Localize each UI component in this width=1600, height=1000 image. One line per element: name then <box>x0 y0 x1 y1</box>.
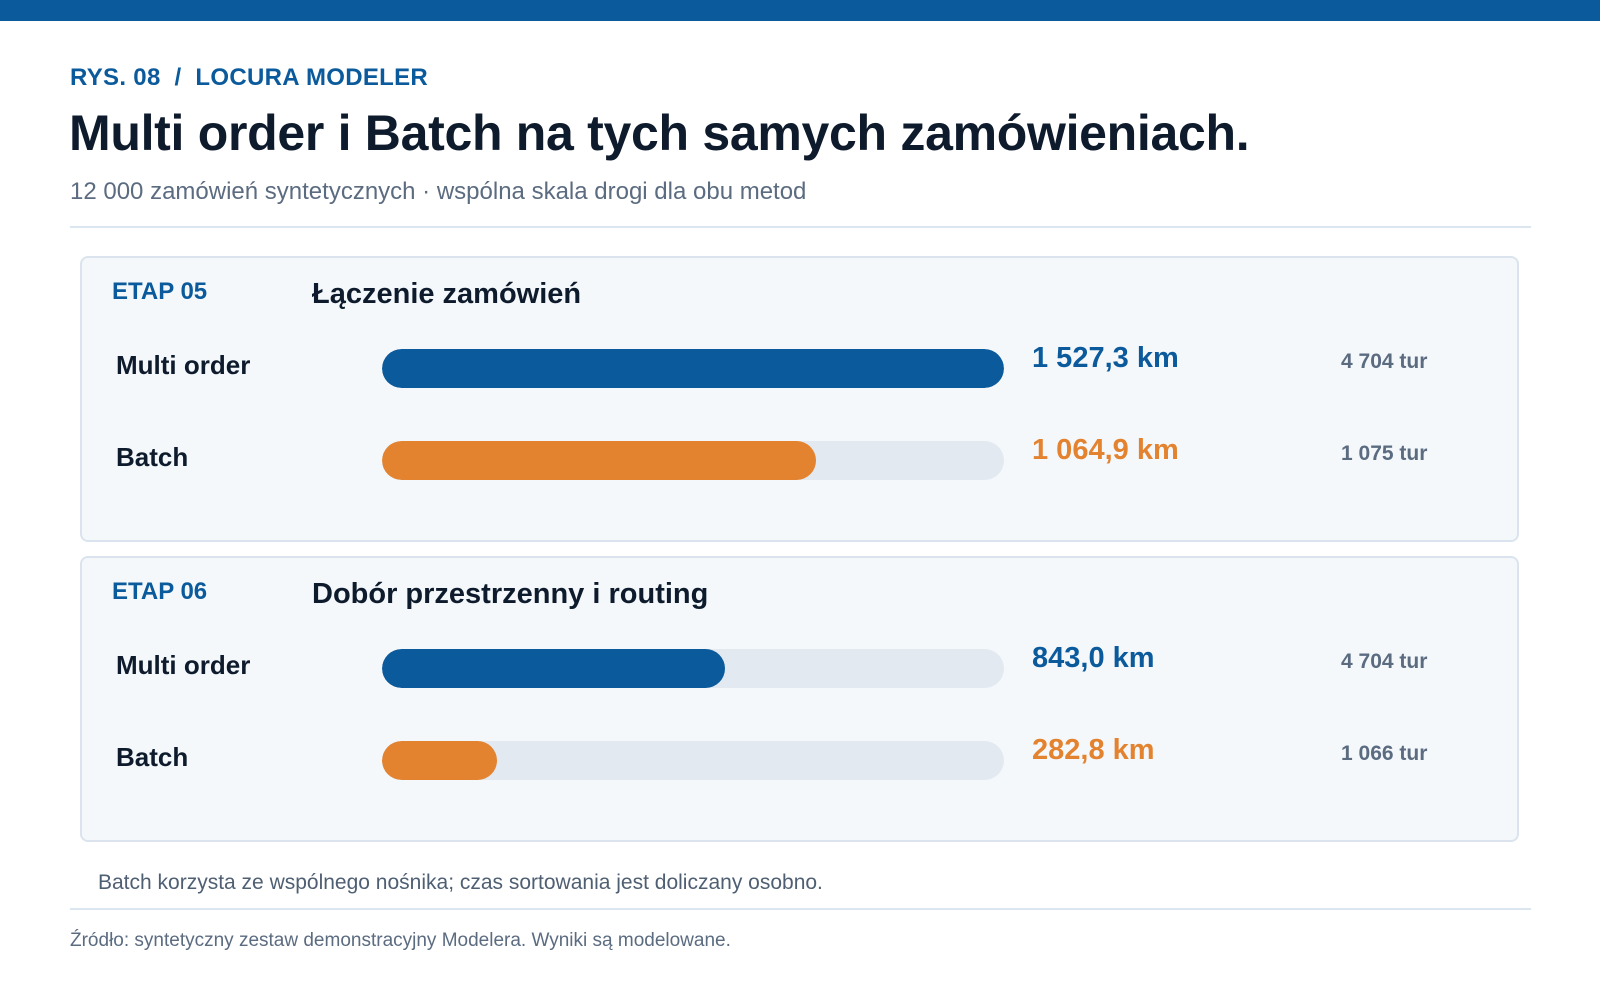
bar-value-label: 843,0 km <box>1032 642 1155 674</box>
stage-label: ETAP 05 <box>112 278 208 305</box>
bar-value-label: 282,8 km <box>1032 734 1155 766</box>
tours-count: 1 075 tur <box>1341 442 1428 465</box>
header-divider <box>70 226 1531 228</box>
page-title: Multi order i Batch na tych samych zamów… <box>69 105 1250 161</box>
top-accent-bar <box>0 0 1600 21</box>
stage-panel-05: ETAP 05 Łączenie zamówień Multi order 1 … <box>80 256 1519 542</box>
bar-value-label: 1 527,3 km <box>1032 342 1179 374</box>
bar-row-multi-order: Multi order 1 527,3 km 4 704 tur <box>82 342 1517 400</box>
bar-fill <box>382 649 726 688</box>
bar-fill <box>382 741 498 780</box>
stage-label: ETAP 06 <box>112 578 208 605</box>
stage-panel-06: ETAP 06 Dobór przestrzenny i routing Mul… <box>80 556 1519 842</box>
bar-track <box>382 349 1004 388</box>
footer-divider <box>70 908 1531 910</box>
bar-label: Batch <box>116 742 189 772</box>
tours-count: 4 704 tur <box>1341 650 1428 673</box>
bar-fill <box>382 441 816 480</box>
stage-title: Dobór przestrzenny i routing <box>312 578 709 610</box>
tours-count: 4 704 tur <box>1341 350 1428 373</box>
bar-track <box>382 441 1004 480</box>
footnote: Batch korzysta ze wspólnego nośnika; cza… <box>98 871 823 894</box>
tours-count: 1 066 tur <box>1341 742 1428 765</box>
bar-label: Batch <box>116 442 189 472</box>
bar-track <box>382 741 1004 780</box>
bar-row-multi-order: Multi order 843,0 km 4 704 tur <box>82 642 1517 700</box>
bar-label: Multi order <box>116 650 251 680</box>
bar-row-batch: Batch 282,8 km 1 066 tur <box>82 734 1517 792</box>
bar-value-label: 1 064,9 km <box>1032 434 1179 466</box>
bar-track <box>382 649 1004 688</box>
bar-row-batch: Batch 1 064,9 km 1 075 tur <box>82 434 1517 492</box>
bar-label: Multi order <box>116 350 251 380</box>
stage-title: Łączenie zamówień <box>312 278 582 310</box>
source-note: Źródło: syntetyczny zestaw demonstracyjn… <box>70 930 731 951</box>
bar-fill <box>382 349 1004 388</box>
figure-eyebrow: RYS. 08 / LOCURA MODELER <box>70 64 429 91</box>
page-subtitle: 12 000 zamówień syntetycznych · wspólna … <box>70 178 807 205</box>
